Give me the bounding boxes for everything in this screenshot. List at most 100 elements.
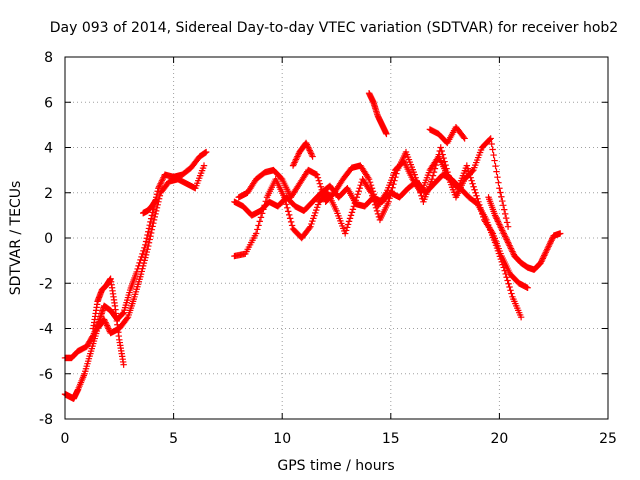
data-point (147, 229, 155, 237)
data-point (294, 151, 302, 159)
data-point (145, 239, 153, 246)
data-point (539, 255, 547, 262)
data-point (476, 201, 483, 209)
data-point (150, 219, 157, 227)
data-point (317, 183, 325, 190)
data-point (150, 216, 158, 224)
data-point (158, 178, 165, 186)
data-point (104, 323, 111, 331)
data-point (304, 142, 311, 150)
data-point (490, 151, 497, 159)
data-point (140, 247, 147, 255)
data-point (504, 277, 511, 284)
data-point (355, 188, 362, 195)
data-point (507, 245, 515, 252)
data-point (357, 182, 364, 189)
data-point (147, 233, 154, 240)
data-point (306, 147, 313, 154)
data-point (506, 242, 513, 249)
data-point (549, 235, 556, 242)
data-point (144, 246, 151, 253)
y-tick-label: 8 (44, 50, 53, 66)
data-point (461, 135, 468, 142)
data-point (313, 206, 320, 214)
data-point (137, 271, 145, 278)
data-point (287, 218, 295, 226)
data-point (292, 156, 300, 163)
data-point (261, 202, 268, 209)
data-point (473, 192, 480, 199)
data-point (305, 145, 313, 153)
data-point (311, 212, 318, 219)
data-point (139, 262, 147, 270)
data-point (437, 144, 444, 151)
data-point (428, 175, 436, 183)
x-tick-label: 5 (169, 431, 178, 447)
series-trace-j (426, 123, 468, 147)
data-point (283, 201, 290, 208)
data-point (159, 175, 166, 183)
data-point (474, 195, 481, 202)
data-point (509, 248, 516, 255)
data-point (120, 361, 127, 368)
data-point (472, 189, 479, 196)
data-point (538, 258, 545, 265)
data-point (157, 180, 164, 187)
data-point (156, 192, 164, 199)
plot-frame (64, 56, 609, 420)
data-point (294, 153, 301, 160)
data-point (500, 230, 507, 237)
data-point (138, 253, 145, 261)
y-axis-label: SDTVAR / TECUs (8, 181, 24, 296)
series-trace-i (365, 90, 390, 138)
data-point (292, 157, 299, 165)
data-point (493, 215, 500, 222)
data-point (517, 313, 525, 321)
data-point (308, 151, 316, 159)
data-point (293, 154, 300, 162)
data-point (497, 224, 505, 231)
data-point (118, 310, 126, 318)
data-point (491, 157, 498, 164)
data-point (545, 243, 552, 250)
data-point (142, 241, 149, 248)
data-point (307, 150, 315, 157)
data-point (308, 220, 315, 228)
series-trace-e (231, 171, 525, 321)
y-tick-label: 0 (44, 231, 53, 247)
y-tick-label: -6 (39, 367, 53, 383)
data-point (313, 204, 321, 211)
data-point (101, 317, 109, 325)
data-point (284, 204, 291, 212)
data-point (487, 135, 494, 142)
data-point (494, 216, 501, 224)
data-point (382, 191, 389, 198)
data-point (548, 237, 555, 244)
series-trace-h (289, 139, 316, 169)
data-point (491, 212, 499, 219)
data-point (202, 148, 210, 156)
data-point (489, 146, 496, 153)
data-point (288, 222, 296, 229)
y-tick-label: -4 (39, 322, 53, 338)
x-tick-label: 25 (599, 431, 617, 447)
data-point (505, 240, 513, 248)
x-tick-label: 0 (61, 431, 70, 447)
data-point (504, 223, 512, 230)
data-point (142, 254, 149, 261)
data-point (155, 195, 163, 202)
data-point (388, 188, 395, 195)
data-point (499, 227, 506, 234)
data-point (119, 310, 127, 317)
data-point (478, 207, 485, 215)
data-point (153, 204, 161, 212)
data-point (501, 206, 508, 213)
data-point (501, 231, 508, 239)
data-point (499, 197, 506, 205)
data-point (258, 210, 266, 217)
data-point (141, 257, 148, 264)
data-point (143, 235, 151, 242)
data-point (541, 252, 548, 259)
x-tick-label: 15 (382, 431, 400, 447)
data-point (314, 201, 322, 208)
